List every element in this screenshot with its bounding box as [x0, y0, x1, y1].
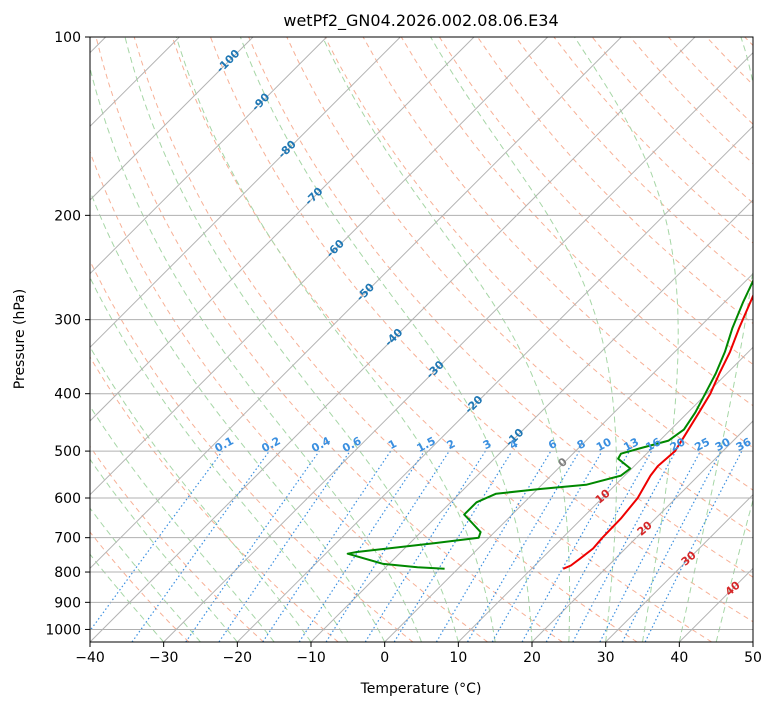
mixing-ratio-line — [644, 450, 743, 642]
mixing-ratio-line — [90, 450, 223, 632]
y-tick-label: 600 — [54, 491, 81, 507]
mixing-ratio-line — [262, 450, 392, 642]
dry-adiabat — [95, 37, 563, 642]
plot-frame — [89, 36, 754, 643]
isotherm-line — [90, 37, 622, 570]
isotherm-line — [90, 37, 549, 496]
x-tick-label: 40 — [670, 650, 688, 666]
y-tick-label: 100 — [54, 30, 81, 46]
mixing-ratio-line — [521, 450, 631, 642]
x-tick-label: −20 — [223, 650, 253, 666]
moist-adiabat — [678, 37, 753, 642]
x-tick-label: 20 — [523, 650, 541, 666]
mixing-ratio-line — [131, 450, 270, 642]
dry-adiabat — [133, 37, 638, 642]
isotherm-line — [310, 199, 753, 642]
isotherm-line — [90, 37, 401, 349]
moist-adiabat — [430, 37, 617, 642]
isotherm-line — [90, 37, 696, 642]
moist-adiabat — [124, 37, 459, 642]
moist-adiabat — [90, 553, 165, 642]
isotherm-line — [163, 51, 753, 642]
plot-area: -100-90-80-70-60-50-40-30-20-10 0.1 0.2 0.… — [90, 37, 754, 642]
y-tick-label: 1000 — [45, 622, 81, 638]
mixing-ratio-label: 16 — [644, 435, 664, 454]
x-tick-label: 30 — [597, 650, 615, 666]
x-axis-label: Temperature (°C) — [360, 681, 482, 697]
x-tick-label: −30 — [149, 650, 179, 666]
isotherm-line — [236, 125, 753, 642]
mixing-ratio-lines — [90, 450, 743, 642]
dry-adiabat — [171, 37, 712, 642]
isotherm-line — [531, 420, 753, 642]
dry-adiabat — [90, 356, 339, 642]
moist-adiabat — [574, 37, 679, 642]
isotherm-line — [605, 493, 753, 642]
mixing-ratio-line — [393, 450, 513, 642]
isotherm-line — [457, 346, 753, 642]
moist-adiabat — [90, 189, 386, 642]
isotherm-line — [384, 272, 753, 642]
mixing-ratio-label: 36 — [734, 435, 754, 454]
isotherm-line — [90, 37, 328, 275]
mixing-ratio-label: 13 — [621, 435, 641, 454]
isotherm-line — [90, 37, 475, 422]
mixing-ratio-line — [325, 450, 450, 642]
dry-adiabat — [400, 37, 753, 407]
x-tick-label: 0 — [380, 650, 389, 666]
y-tick-label: 300 — [54, 313, 81, 329]
mixing-ratio-line — [572, 450, 677, 642]
chart-title: wetPf2_GN04.2026.002.08.06.E34 — [283, 11, 558, 31]
y-tick-label: 200 — [54, 208, 81, 224]
mixing-ratio-label: 25 — [692, 435, 712, 454]
mixing-ratio-label: 30 — [713, 435, 733, 454]
x-tick-label: 50 — [744, 650, 762, 666]
mixing-ratio-line — [298, 450, 425, 642]
moist-adiabat — [239, 37, 533, 642]
moist-adiabat — [90, 507, 201, 642]
y-tick-label: 700 — [54, 531, 81, 547]
dry-adiabat — [438, 37, 753, 366]
mixing-ratio-line — [545, 450, 653, 642]
mixing-ratio-label: 20 — [668, 435, 688, 454]
y-tick-label: 500 — [54, 444, 81, 460]
mixing-ratio-line — [185, 450, 320, 642]
temperature-line — [562, 293, 753, 570]
profile-lines — [346, 278, 753, 570]
mixing-ratio-line — [218, 450, 351, 642]
x-axis-ticks: −40 −30 −20 −10 0 10 20 30 40 50 — [75, 642, 762, 666]
dry-adiabat — [90, 531, 190, 642]
isotherm-line — [90, 37, 254, 201]
dry-adiabat — [90, 445, 264, 642]
y-axis-label: Pressure (hPa) — [12, 289, 28, 389]
y-tick-label: 900 — [54, 595, 81, 611]
moist-adiabat — [715, 498, 753, 642]
dry-adiabat — [515, 37, 753, 284]
x-tick-label: 10 — [449, 650, 467, 666]
moist-adiabat — [90, 405, 275, 642]
x-tick-label: −40 — [75, 650, 105, 666]
moist-adiabat — [175, 37, 496, 642]
y-axis-ticks: 100 200 300 400 500 600 700 800 900 1000 — [45, 30, 90, 638]
dry-adiabat — [248, 37, 753, 578]
mixing-ratio-label: 10 — [594, 435, 614, 454]
moist-adiabat — [90, 65, 422, 642]
x-tick-label: −10 — [296, 650, 326, 666]
y-tick-label: 800 — [54, 565, 81, 581]
moist-adiabat — [90, 458, 238, 642]
dry-adiabat — [90, 150, 488, 642]
moist-adiabat — [90, 276, 349, 642]
mixing-ratio-labels: 0.1 0.2 0.4 0.6 1 1.5 2 3 4 6 8 10 13 16 20 25 30 36 — [213, 434, 754, 455]
y-tick-label: 400 — [54, 387, 81, 403]
pressure-gridlines — [90, 37, 753, 630]
dewpoint-line — [346, 278, 753, 570]
isotherms — [90, 37, 753, 642]
